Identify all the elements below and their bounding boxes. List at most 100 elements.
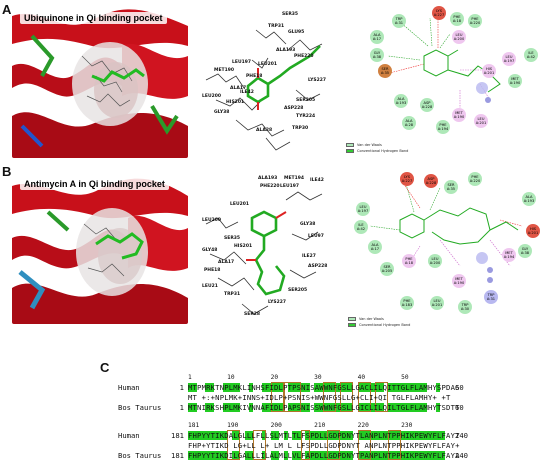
residue-node: PHE A:183	[400, 296, 414, 310]
motif-box	[301, 430, 310, 460]
residue-node: ASP A:228	[420, 98, 434, 112]
diagram-legend: Van der Waals	[348, 316, 448, 322]
identity-highlight	[435, 383, 441, 392]
identity-highlight	[435, 431, 441, 440]
identity-highlight	[227, 403, 232, 412]
residue-node: PHE A:18	[450, 12, 464, 26]
residue-label: LEU97	[308, 234, 324, 239]
identity-highlight	[327, 451, 332, 460]
motif-box	[322, 382, 336, 412]
identity-highlight	[388, 383, 393, 392]
residue-label: ILE42	[240, 90, 254, 95]
identity-highlight	[261, 451, 267, 460]
residue-node: ALA A:193	[394, 94, 408, 108]
residue-label: TRP30	[292, 126, 309, 131]
identity-highlight	[331, 431, 336, 440]
residue-label: LEU197	[280, 184, 299, 189]
identity-highlight	[248, 451, 254, 460]
residue-label: MET194	[284, 176, 305, 181]
identity-highlight	[366, 431, 371, 440]
identity-highlight	[362, 403, 367, 412]
identity-highlight	[275, 451, 280, 460]
identity-highlight	[418, 431, 423, 440]
position-tick: 1	[188, 374, 192, 381]
identity-highlight	[366, 383, 371, 392]
identity-highlight	[196, 451, 202, 460]
identity-highlight	[279, 403, 284, 412]
identity-highlight	[222, 451, 228, 460]
identity-highlight	[396, 403, 402, 412]
identity-highlight	[188, 451, 193, 460]
identity-highlight	[270, 383, 276, 392]
identity-highlight	[392, 431, 397, 440]
identity-highlight	[370, 451, 376, 460]
end-position: 240	[455, 431, 468, 440]
end-position: 240	[455, 451, 468, 460]
residue-node: ALA A:193	[522, 192, 536, 206]
identity-highlight	[379, 431, 384, 440]
identity-highlight	[201, 431, 206, 440]
identity-highlight	[314, 431, 319, 440]
residue-label: LEU201	[258, 62, 277, 67]
identity-highlight	[235, 403, 241, 412]
motif-box	[327, 430, 341, 460]
identity-highlight	[418, 403, 423, 412]
identity-highlight	[244, 431, 249, 440]
identity-highlight	[340, 383, 345, 392]
residue-node: ILE A:42	[524, 48, 538, 62]
residue-node: HIS A:201	[526, 224, 540, 238]
identity-highlight	[261, 383, 267, 392]
residue-node: LEU A:201	[430, 296, 444, 310]
identity-highlight	[440, 451, 445, 460]
panel-letter-c: C	[100, 360, 110, 375]
identity-highlight	[209, 451, 215, 460]
identity-highlight	[327, 403, 332, 412]
motif-box	[270, 382, 284, 412]
identity-highlight	[305, 403, 310, 412]
residue-node: LYS A:227	[400, 172, 414, 186]
identity-highlight	[218, 451, 223, 460]
identity-highlight	[275, 383, 280, 392]
residue-label: ILE42	[310, 178, 324, 183]
identity-highlight	[344, 403, 350, 412]
residue-label: ALA193	[258, 176, 278, 181]
identity-highlight	[305, 383, 310, 392]
identity-highlight	[405, 383, 410, 392]
identity-highlight	[205, 403, 210, 412]
identity-highlight	[231, 451, 236, 460]
identity-highlight	[270, 451, 276, 460]
identity-highlight	[388, 451, 393, 460]
identity-highlight	[270, 403, 276, 412]
identity-highlight	[331, 383, 336, 392]
panel-a-title: Ubiquinone in Qi binding pocket	[20, 12, 167, 24]
residue-label: PHE18	[204, 268, 221, 273]
motif-box	[340, 382, 354, 412]
identity-highlight	[261, 403, 267, 412]
residue-node: ASP A:228	[424, 174, 438, 188]
motif-box	[388, 430, 402, 460]
identity-highlight	[405, 403, 410, 412]
identity-highlight	[275, 431, 280, 440]
identity-highlight	[279, 383, 284, 392]
start-position: 181	[171, 451, 184, 460]
identity-highlight	[396, 451, 402, 460]
residue-node: ALA A:28	[402, 116, 416, 130]
structure-image-ubiquinone: Ubiquinone in Qi binding pocket	[12, 6, 188, 158]
identity-highlight	[344, 451, 350, 460]
residue-node: HIS A:201	[482, 64, 496, 78]
end-position: 60	[455, 403, 464, 412]
identity-highlight	[309, 451, 315, 460]
identity-highlight	[305, 451, 310, 460]
residue-label: MET190	[214, 68, 235, 73]
sequence-alignment: 1 10 20 30 40 50 Human 1 MTPMRKTNPLMKLINHSFIDLPT…	[118, 374, 538, 466]
identity-highlight	[414, 451, 419, 460]
identity-highlight	[414, 403, 419, 412]
protein-ribbon-render	[12, 172, 188, 324]
residue-node: LEU A:201	[474, 114, 488, 128]
residue-node: TRP A:30	[458, 300, 472, 314]
residue-node: LEU A:200	[428, 254, 442, 268]
identity-highlight	[418, 451, 423, 460]
identity-highlight	[301, 383, 306, 392]
residue-label: LEU200	[202, 218, 221, 223]
identity-highlight	[318, 403, 323, 412]
